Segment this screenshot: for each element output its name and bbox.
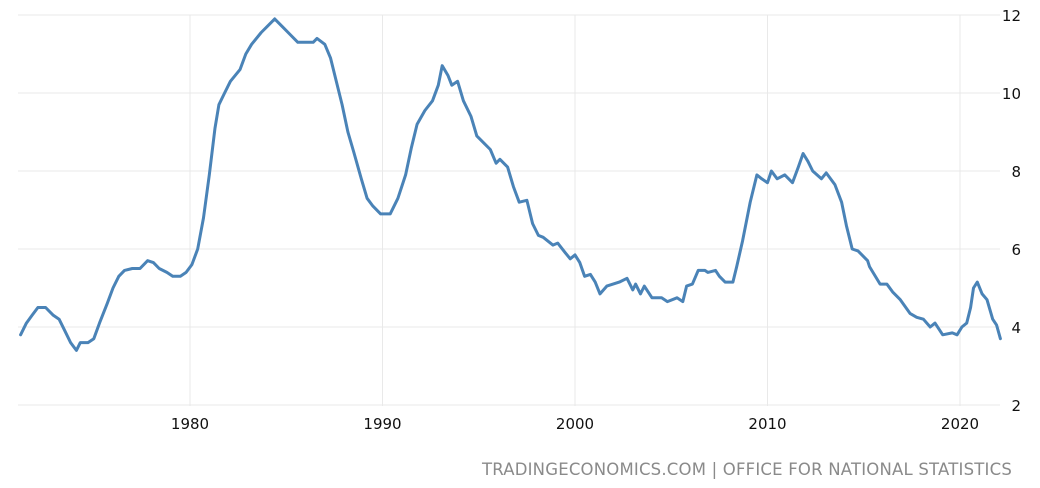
x-tick-label: 1990 <box>363 415 401 433</box>
horizontal-gridlines <box>18 14 1000 406</box>
series-line <box>19 17 1002 352</box>
x-tick-label: 1980 <box>171 415 209 433</box>
y-tick-label: 8 <box>1011 163 1021 181</box>
y-axis-tick-labels: 2 4 6 8 10 12 <box>1002 7 1021 415</box>
x-tick-label: 2020 <box>941 415 979 433</box>
y-tick-label: 2 <box>1011 397 1021 415</box>
vertical-gridlines <box>189 15 961 406</box>
source-attribution[interactable]: TRADINGECONOMICS.COM | OFFICE FOR NATION… <box>481 460 1012 479</box>
y-tick-label: 4 <box>1011 319 1021 337</box>
x-tick-label: 2010 <box>748 415 786 433</box>
x-tick-label: 2000 <box>556 415 594 433</box>
y-tick-label: 12 <box>1002 7 1021 25</box>
y-tick-label: 10 <box>1002 85 1021 103</box>
x-axis-tick-labels: 1980 1990 2000 2010 2020 <box>171 415 979 433</box>
y-tick-label: 6 <box>1011 241 1021 259</box>
